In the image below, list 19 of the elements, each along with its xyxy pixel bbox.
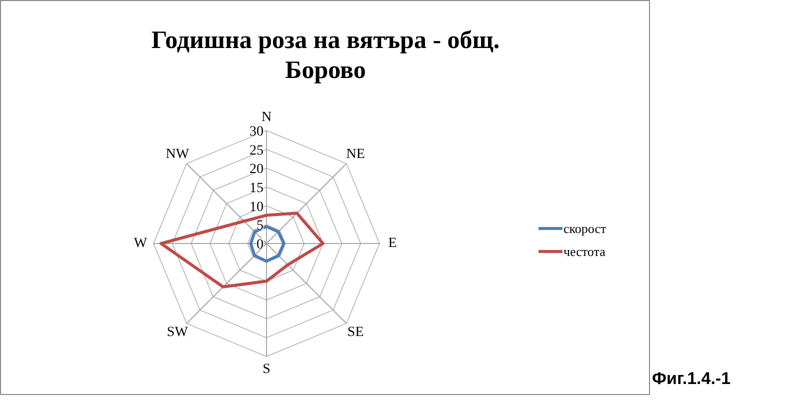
y-tick-label: 20: [250, 162, 264, 178]
spoke-label: N: [261, 110, 272, 125]
spoke-label: S: [262, 362, 270, 377]
spoke-label: W: [134, 236, 148, 251]
spoke-label: E: [388, 236, 397, 251]
y-tick-label: 30: [250, 124, 264, 140]
y-tick-label: 0: [256, 238, 264, 252]
spoke-label: SE: [347, 325, 364, 340]
y-tick-label: 15: [250, 181, 264, 196]
spoke-label: NW: [166, 146, 190, 162]
legend-label: скорост: [564, 221, 607, 236]
y-tick-label: 5: [256, 218, 264, 234]
y-tick-label: 25: [250, 143, 264, 158]
spoke-label: NE: [346, 146, 365, 162]
text: Фиг.1.4.-1: [652, 368, 731, 390]
spoke-label: SW: [166, 325, 189, 340]
chart-title: Годишна роза на вятъра - общ. Борово: [151, 27, 500, 84]
y-tick-label: 10: [250, 200, 264, 215]
legend-label: честота: [564, 244, 606, 259]
